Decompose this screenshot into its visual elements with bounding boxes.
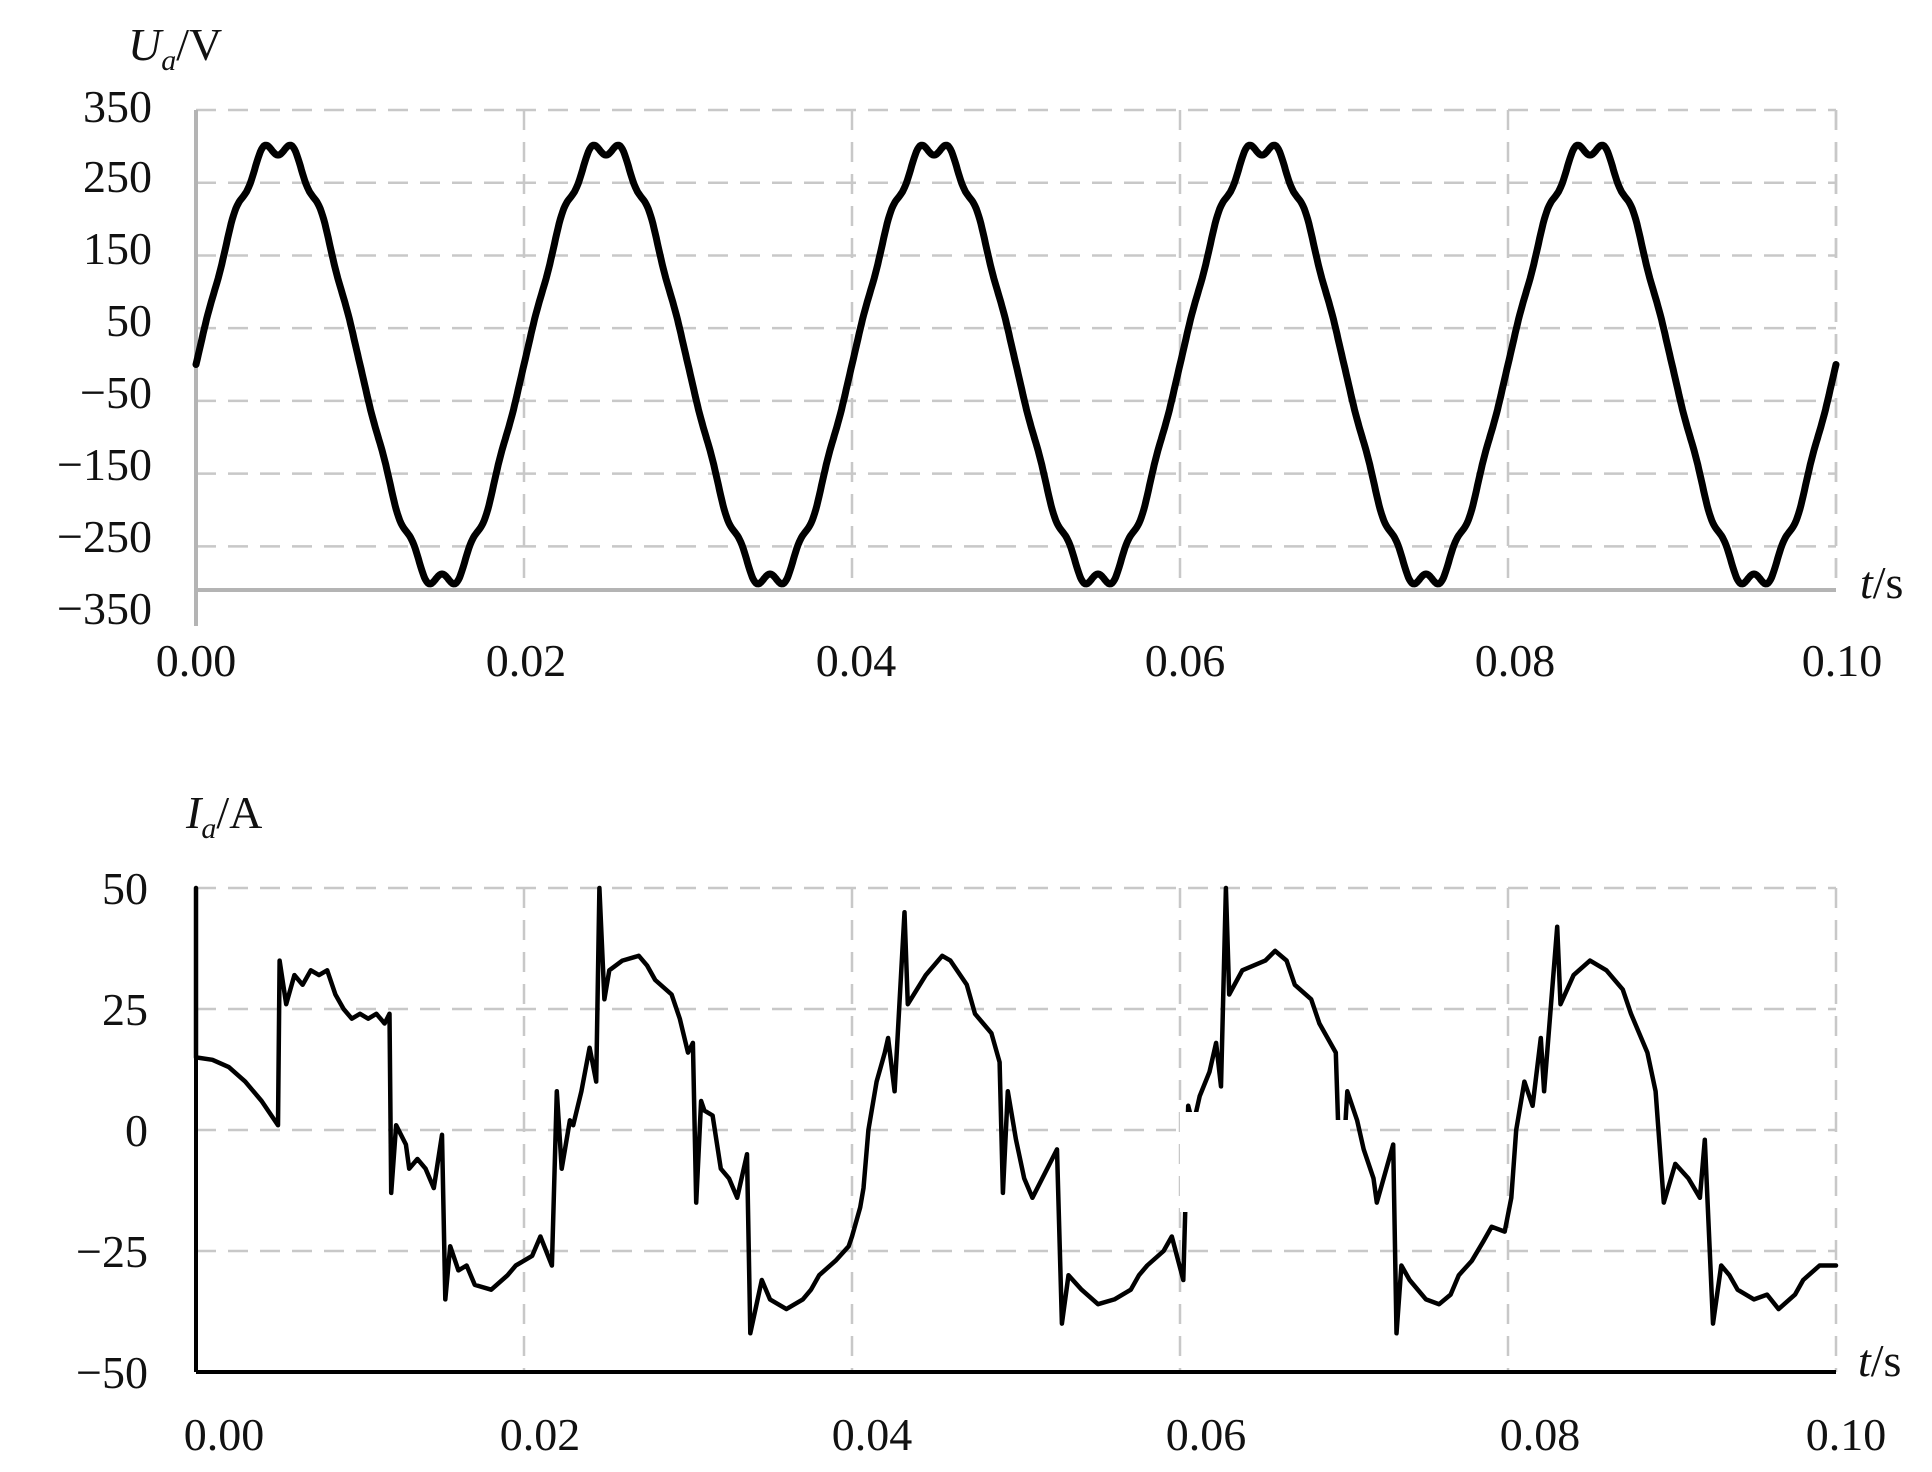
x-axis-label-symbol: t: [1858, 1335, 1872, 1386]
y-tick-label: 350: [83, 81, 152, 132]
x-axis-label: t/s: [1860, 557, 1903, 608]
x-tick-label: 0.08: [1500, 1409, 1581, 1460]
x-tick-label: 0.10: [1806, 1409, 1887, 1460]
x-tick-label: 0.02: [486, 635, 567, 686]
y-axis-label-subscript: a: [161, 44, 176, 77]
x-axis-label: t/s: [1858, 1335, 1901, 1386]
y-tick-label: −150: [57, 439, 152, 490]
x-tick-label: 0.06: [1145, 635, 1226, 686]
y-axis-label: Ua/V: [128, 19, 222, 77]
y-tick-label: 250: [83, 151, 152, 202]
x-tick-label: 0.00: [156, 635, 237, 686]
x-tick-label: 0.04: [832, 1409, 913, 1460]
x-axis-label-unit: /s: [1873, 557, 1904, 608]
current-chart: 50 25 0 −25 −50 0.00 0.02 0.04 0.06 0.08 0.10 Ia/A t…: [76, 787, 1901, 1460]
x-tick-label: 0.02: [500, 1409, 581, 1460]
voltage-series-line: [192, 141, 1840, 588]
white-patch: [1190, 1120, 1350, 1220]
y-axis-label: Ia/A: [185, 787, 262, 845]
y-tick-label: 50: [102, 863, 148, 914]
x-tick-label: 0.04: [816, 635, 897, 686]
y-tick-label: 25: [102, 984, 148, 1035]
x-tick-label: 0.00: [184, 1409, 265, 1460]
x-tick-label: 0.10: [1802, 635, 1883, 686]
y-tick-label: −25: [76, 1226, 148, 1277]
x-tick-label: 0.06: [1166, 1409, 1247, 1460]
y-axis-label-unit: /V: [176, 19, 222, 70]
x-axis-label-symbol: t: [1860, 557, 1874, 608]
white-patch-small: [1180, 1112, 1210, 1212]
y-tick-label: −350: [57, 583, 152, 634]
y-tick-label: 50: [106, 295, 152, 346]
y-axis-label-symbol: U: [128, 19, 164, 70]
y-axis-label-subscript: a: [201, 812, 216, 845]
y-axis-label-unit: /A: [216, 787, 262, 838]
y-tick-label: 150: [83, 223, 152, 274]
x-tick-label: 0.08: [1475, 635, 1556, 686]
current-series-line: [193, 885, 1839, 1336]
y-tick-label: 0: [125, 1105, 148, 1156]
y-tick-label: −250: [57, 511, 152, 562]
x-axis-label-unit: /s: [1871, 1335, 1902, 1386]
y-axis-label-symbol: I: [185, 787, 204, 838]
y-tick-label: −50: [80, 367, 152, 418]
y-tick-label: −50: [76, 1347, 148, 1398]
